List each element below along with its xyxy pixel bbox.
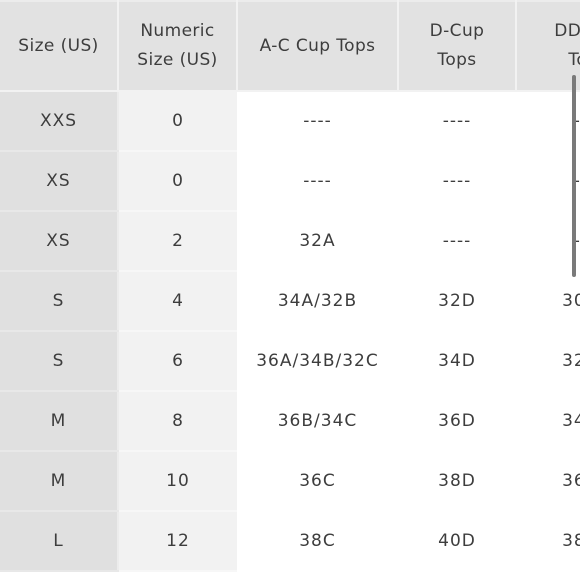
header-label: DD Cup [554, 21, 580, 41]
header-label: Numeric [140, 21, 215, 41]
cell-ac-cup-tops: 36B/34C [237, 391, 398, 452]
horizontal-scroll-indicator[interactable] [572, 75, 576, 277]
cell-ac-cup-tops: 36C [237, 451, 398, 512]
cell-numeric-size: 0 [118, 151, 237, 212]
cell-d-cup-tops: ---- [398, 211, 516, 272]
cell-numeric-size: 0 [118, 91, 237, 152]
cell-d-cup-tops: 32D [398, 271, 516, 332]
cell-ac-cup-tops: 32A [237, 211, 398, 272]
cell-dd-cup-tops: ---- [516, 91, 580, 152]
cell-size-us: XXS [0, 91, 119, 152]
cell-dd-cup-tops: 30DD [516, 271, 580, 332]
cell-d-cup-tops: 36D [398, 391, 516, 452]
cell-dd-cup-tops: 32DD [516, 331, 580, 392]
header-label: Size (US) [18, 35, 99, 56]
cell-d-cup-tops: 38D [398, 451, 516, 512]
cell-numeric-size: 4 [118, 271, 237, 332]
table-row: L1238C40D38DD [0, 511, 580, 572]
cell-d-cup-tops: 40D [398, 511, 516, 572]
cell-numeric-size: 2 [118, 211, 237, 272]
cell-ac-cup-tops: ---- [237, 151, 398, 212]
cell-d-cup-tops: 34D [398, 331, 516, 392]
header-ac-cup-tops: A-C Cup Tops [237, 0, 399, 92]
cell-d-cup-tops: ---- [398, 91, 516, 152]
cell-size-us: S [0, 331, 119, 392]
size-chart-body: XXS0------------XS0------------XS232A---… [0, 91, 580, 572]
cell-d-cup-tops: ---- [398, 151, 516, 212]
cell-dd-cup-tops: 34DD [516, 391, 580, 452]
header-size-us: Size (US) [0, 0, 119, 92]
cell-dd-cup-tops: ---- [516, 151, 580, 212]
header-numeric-size: Numeric Size (US) [118, 0, 238, 92]
cell-numeric-size: 12 [118, 511, 237, 572]
cell-size-us: XS [0, 211, 119, 272]
cell-numeric-size: 10 [118, 451, 237, 512]
cell-dd-cup-tops: ---- [516, 211, 580, 272]
cell-size-us: M [0, 391, 119, 452]
cell-numeric-size: 6 [118, 331, 237, 392]
cell-size-us: S [0, 271, 119, 332]
cell-ac-cup-tops: ---- [237, 91, 398, 152]
header-row: Size (US) Numeric Size (US) A-C Cup Tops D-C… [0, 0, 580, 92]
cell-size-us: XS [0, 151, 119, 212]
cell-ac-cup-tops: 38C [237, 511, 398, 572]
header-label: Tops [437, 50, 477, 70]
header-label: Size (US) [137, 50, 218, 70]
cell-size-us: L [0, 511, 119, 572]
cell-dd-cup-tops: 38DD [516, 511, 580, 572]
cell-dd-cup-tops: 36DD [516, 451, 580, 512]
header-dd-cup-tops: DD Cup Tops [516, 0, 580, 92]
cell-ac-cup-tops: 36A/34B/32C [237, 331, 398, 392]
header-label: Tops [568, 50, 580, 70]
table-row: XS0------------ [0, 151, 580, 212]
table-row: M1036C38D36DD [0, 451, 580, 512]
size-chart-header: Size (US) Numeric Size (US) A-C Cup Tops D-C… [0, 0, 580, 92]
header-label: A-C Cup Tops [259, 35, 376, 56]
header-d-cup-tops: D-Cup Tops [398, 0, 517, 92]
cell-numeric-size: 8 [118, 391, 237, 452]
cell-ac-cup-tops: 34A/32B [237, 271, 398, 332]
cell-size-us: M [0, 451, 119, 512]
header-label: D-Cup [429, 21, 485, 41]
